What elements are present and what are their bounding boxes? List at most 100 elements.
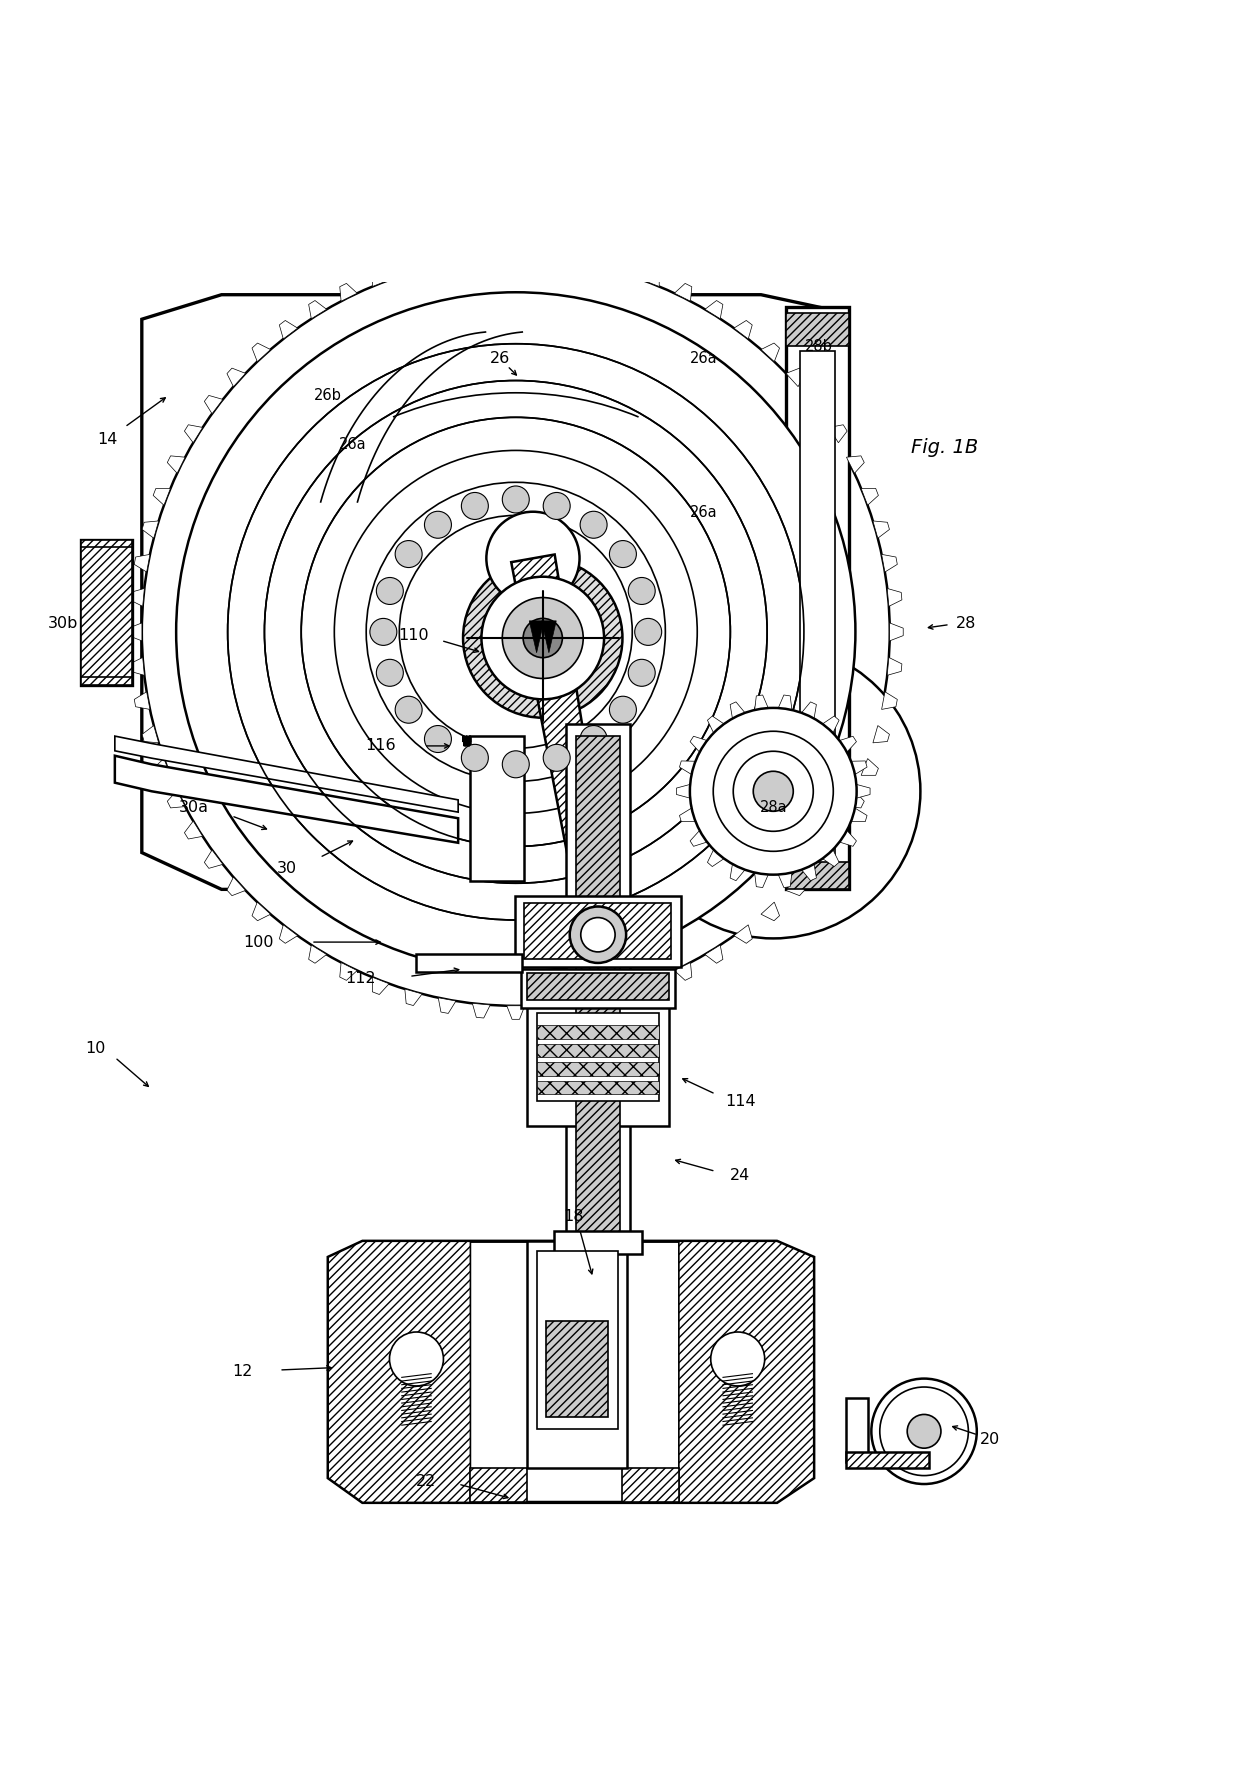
Bar (81, 539, 131, 684)
Polygon shape (678, 1241, 813, 1503)
Polygon shape (680, 761, 696, 774)
Polygon shape (529, 621, 544, 652)
Bar (547, 1322, 608, 1417)
Bar (527, 973, 670, 999)
Polygon shape (675, 283, 692, 301)
Polygon shape (340, 962, 357, 980)
Circle shape (733, 750, 813, 831)
Text: 18: 18 (563, 1209, 584, 1225)
Circle shape (502, 485, 529, 512)
Circle shape (377, 659, 403, 686)
Circle shape (228, 344, 804, 921)
Polygon shape (609, 258, 626, 274)
Bar (527, 998, 670, 1127)
Polygon shape (642, 978, 660, 994)
Polygon shape (889, 623, 903, 641)
Polygon shape (185, 820, 202, 838)
Polygon shape (372, 978, 389, 994)
Polygon shape (309, 946, 326, 964)
Polygon shape (507, 244, 525, 258)
Polygon shape (329, 1241, 470, 1503)
Circle shape (609, 697, 636, 724)
Polygon shape (873, 521, 889, 539)
Polygon shape (761, 903, 780, 921)
Polygon shape (691, 736, 707, 752)
Polygon shape (675, 962, 692, 980)
Circle shape (580, 510, 608, 539)
Polygon shape (887, 657, 901, 675)
Text: 26b: 26b (314, 387, 342, 403)
Circle shape (176, 292, 856, 971)
Polygon shape (691, 831, 707, 847)
Polygon shape (730, 863, 745, 881)
Bar (417, 955, 522, 971)
Polygon shape (887, 589, 901, 607)
Polygon shape (154, 759, 170, 776)
Polygon shape (822, 716, 839, 733)
Polygon shape (134, 555, 150, 571)
Polygon shape (847, 457, 864, 473)
Bar (537, 1044, 660, 1057)
Circle shape (264, 380, 768, 883)
Polygon shape (542, 1003, 559, 1017)
Circle shape (713, 731, 833, 851)
Polygon shape (828, 820, 847, 838)
Text: Fig. 1B: Fig. 1B (911, 439, 978, 457)
Circle shape (629, 577, 655, 604)
Polygon shape (734, 321, 753, 338)
Polygon shape (839, 831, 857, 847)
Text: 10: 10 (86, 1041, 105, 1057)
Polygon shape (851, 761, 867, 774)
Polygon shape (779, 695, 792, 709)
Polygon shape (822, 849, 839, 867)
Polygon shape (141, 296, 847, 890)
Circle shape (366, 482, 666, 781)
Circle shape (502, 598, 583, 679)
Circle shape (543, 493, 570, 519)
Polygon shape (575, 998, 593, 1014)
Text: 14: 14 (97, 432, 118, 448)
Polygon shape (801, 863, 816, 881)
Circle shape (689, 707, 857, 874)
Bar (785, 863, 849, 890)
Polygon shape (542, 245, 559, 260)
Circle shape (301, 417, 730, 847)
Polygon shape (279, 321, 298, 338)
Polygon shape (839, 736, 857, 752)
Text: 30a: 30a (179, 801, 208, 815)
Bar (470, 736, 525, 881)
Polygon shape (472, 245, 490, 260)
Text: 12: 12 (232, 1363, 253, 1379)
Polygon shape (329, 1241, 813, 1503)
Polygon shape (438, 251, 456, 267)
Circle shape (389, 1333, 444, 1386)
Polygon shape (755, 695, 769, 709)
Polygon shape (404, 258, 422, 274)
Text: 100: 100 (243, 935, 274, 949)
Polygon shape (130, 657, 144, 675)
Polygon shape (857, 784, 870, 799)
Text: 30b: 30b (47, 616, 78, 630)
Circle shape (399, 516, 632, 749)
Polygon shape (851, 808, 867, 822)
Polygon shape (861, 489, 878, 505)
Polygon shape (847, 790, 864, 808)
Polygon shape (115, 736, 458, 811)
Circle shape (461, 745, 489, 772)
Circle shape (880, 1386, 968, 1476)
Polygon shape (609, 989, 626, 1005)
Polygon shape (708, 849, 724, 867)
Polygon shape (404, 989, 422, 1005)
Text: 30: 30 (277, 861, 296, 876)
Bar (537, 1080, 660, 1094)
Circle shape (872, 1379, 977, 1485)
Circle shape (486, 512, 579, 605)
Circle shape (569, 906, 626, 964)
Polygon shape (828, 424, 847, 442)
Polygon shape (227, 878, 246, 896)
Bar (800, 351, 835, 856)
Polygon shape (808, 851, 827, 869)
Bar (554, 1232, 642, 1254)
Bar (785, 306, 849, 890)
Circle shape (370, 618, 397, 645)
